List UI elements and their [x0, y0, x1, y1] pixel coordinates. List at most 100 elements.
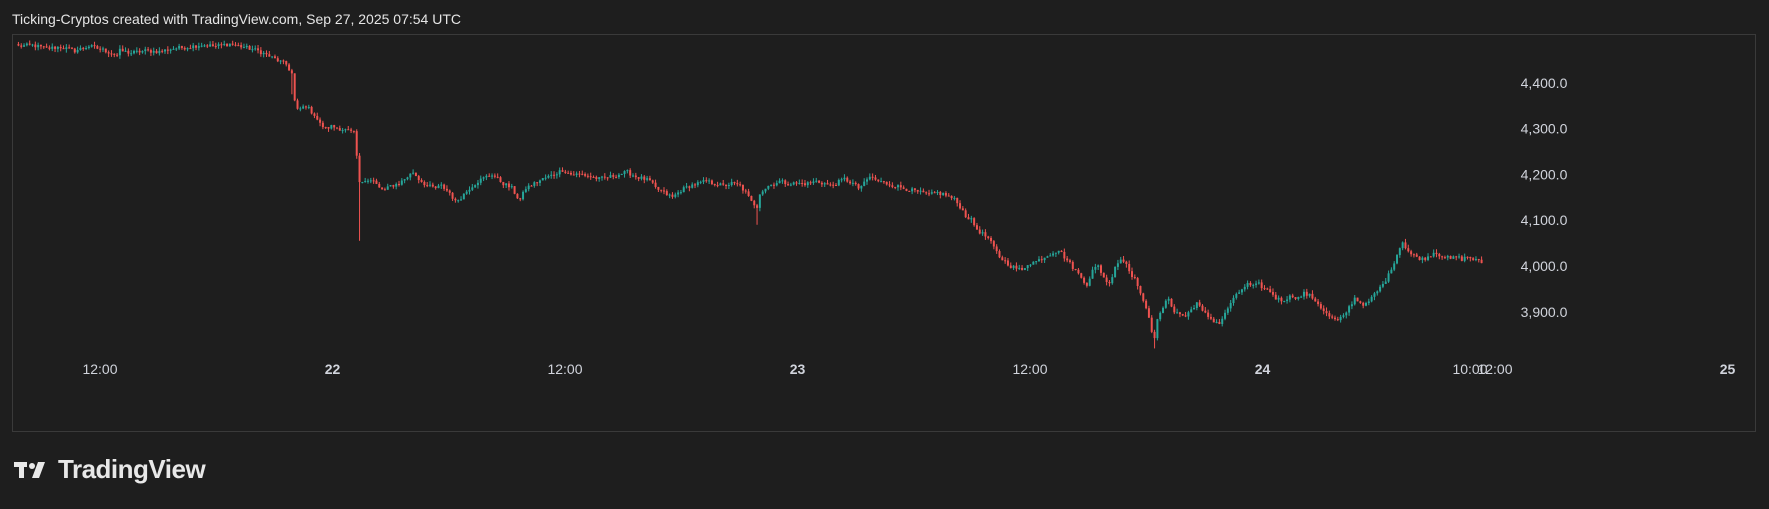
candle-body [716, 185, 719, 187]
candle-body [251, 49, 254, 51]
candle-body [1170, 298, 1173, 307]
candle-body [1167, 298, 1170, 301]
candle-body [1390, 269, 1393, 274]
candle-body [45, 46, 48, 48]
time-tick-label: 12:00 [547, 361, 582, 377]
candle-body [1308, 293, 1311, 296]
candle-body [939, 192, 942, 195]
candle-body [646, 178, 649, 180]
candle-body [832, 184, 835, 186]
candle-body [510, 186, 513, 188]
candle-body [868, 176, 871, 180]
candle-body [871, 176, 874, 178]
candle-body [273, 56, 276, 59]
candle-body [361, 182, 364, 184]
candle-body [333, 125, 336, 128]
candle-body [1435, 252, 1438, 255]
candle-body [1418, 256, 1421, 261]
candle-body [959, 203, 962, 209]
candle-body [770, 184, 773, 186]
candle-body [1263, 288, 1266, 290]
candle-body [1243, 286, 1246, 290]
candle-body [933, 192, 936, 194]
candle-body [87, 46, 90, 48]
candle-body [310, 106, 313, 114]
candle-body [928, 193, 931, 195]
candle-body [1404, 242, 1407, 249]
candle-body [316, 115, 319, 120]
candle-body [815, 180, 818, 182]
candle-body [423, 181, 426, 186]
candle-body [186, 48, 189, 50]
candle-body [586, 175, 589, 177]
candle-body [866, 179, 868, 182]
candle-body [863, 181, 866, 186]
candle-body [629, 170, 632, 176]
candle-body [1336, 319, 1339, 321]
candle-body [860, 185, 863, 189]
candle-body [254, 48, 257, 50]
candle-body [589, 176, 592, 178]
candle-body [1001, 257, 1004, 261]
candle-body [1274, 294, 1277, 300]
candle-body [648, 178, 651, 181]
candle-body [1094, 266, 1097, 270]
candle-body [694, 184, 697, 186]
candle-body [161, 50, 164, 52]
candle-body [1139, 286, 1142, 294]
candle-body [1195, 302, 1198, 308]
candle-body [451, 192, 454, 199]
candle-body [705, 180, 708, 182]
candlestick-chart[interactable]: 4,400.0 4,300.0 4,200.0 4,100.0 4,000.0 3,900… [13, 35, 1755, 431]
candle-body [70, 47, 73, 49]
candle-body [981, 232, 984, 234]
candle-body [846, 177, 849, 182]
candle-body [1240, 289, 1243, 293]
candle-body [454, 198, 457, 201]
candle-body [606, 177, 609, 179]
candle-body [533, 182, 536, 186]
candle-body [1297, 297, 1300, 299]
candle-body [978, 229, 981, 234]
candle-body [925, 192, 928, 194]
candle-body [1446, 256, 1449, 258]
candle-body [1142, 293, 1145, 301]
candle-body [82, 47, 85, 49]
candle-body [919, 190, 922, 192]
candle-body [555, 174, 558, 176]
candle-body [327, 127, 330, 129]
candle-body [1193, 307, 1196, 310]
candle-body [491, 175, 494, 177]
candle-body [857, 184, 860, 189]
candle-body [335, 127, 338, 129]
price-axis[interactable]: 4,400.0 4,300.0 4,200.0 4,100.0 4,000.0 3,900… [1521, 75, 1568, 320]
chart-frame[interactable]: 4,400.0 4,300.0 4,200.0 4,100.0 4,000.0 3,900… [12, 34, 1756, 432]
candle-body [840, 179, 843, 181]
candle-body [1119, 259, 1122, 264]
candle-body [913, 188, 916, 190]
time-axis[interactable]: 12:002212:002312:002412:002512:002612:00… [82, 361, 1755, 377]
candle-body [341, 130, 344, 132]
candle-body [663, 190, 666, 192]
candle-body [947, 195, 950, 197]
candle-body [668, 194, 671, 196]
candle-body [1159, 312, 1162, 320]
candle-body [634, 175, 637, 178]
candle-body [1097, 265, 1100, 267]
candle-body [462, 193, 465, 200]
candle-body [166, 49, 169, 51]
candle-body [998, 251, 1001, 258]
candle-body [530, 185, 533, 187]
candle-body [1438, 254, 1441, 257]
candle-body [801, 182, 804, 184]
candle-body [392, 185, 395, 187]
candle-body [1429, 256, 1432, 258]
candle-body [803, 183, 806, 186]
candle-body [1246, 282, 1249, 287]
tradingview-logo[interactable]: TradingView [14, 454, 206, 485]
candle-body [1114, 266, 1117, 278]
candle-body [121, 48, 124, 52]
candle-body [632, 175, 634, 177]
candle-body [1080, 273, 1083, 278]
candle-body [1466, 256, 1469, 258]
